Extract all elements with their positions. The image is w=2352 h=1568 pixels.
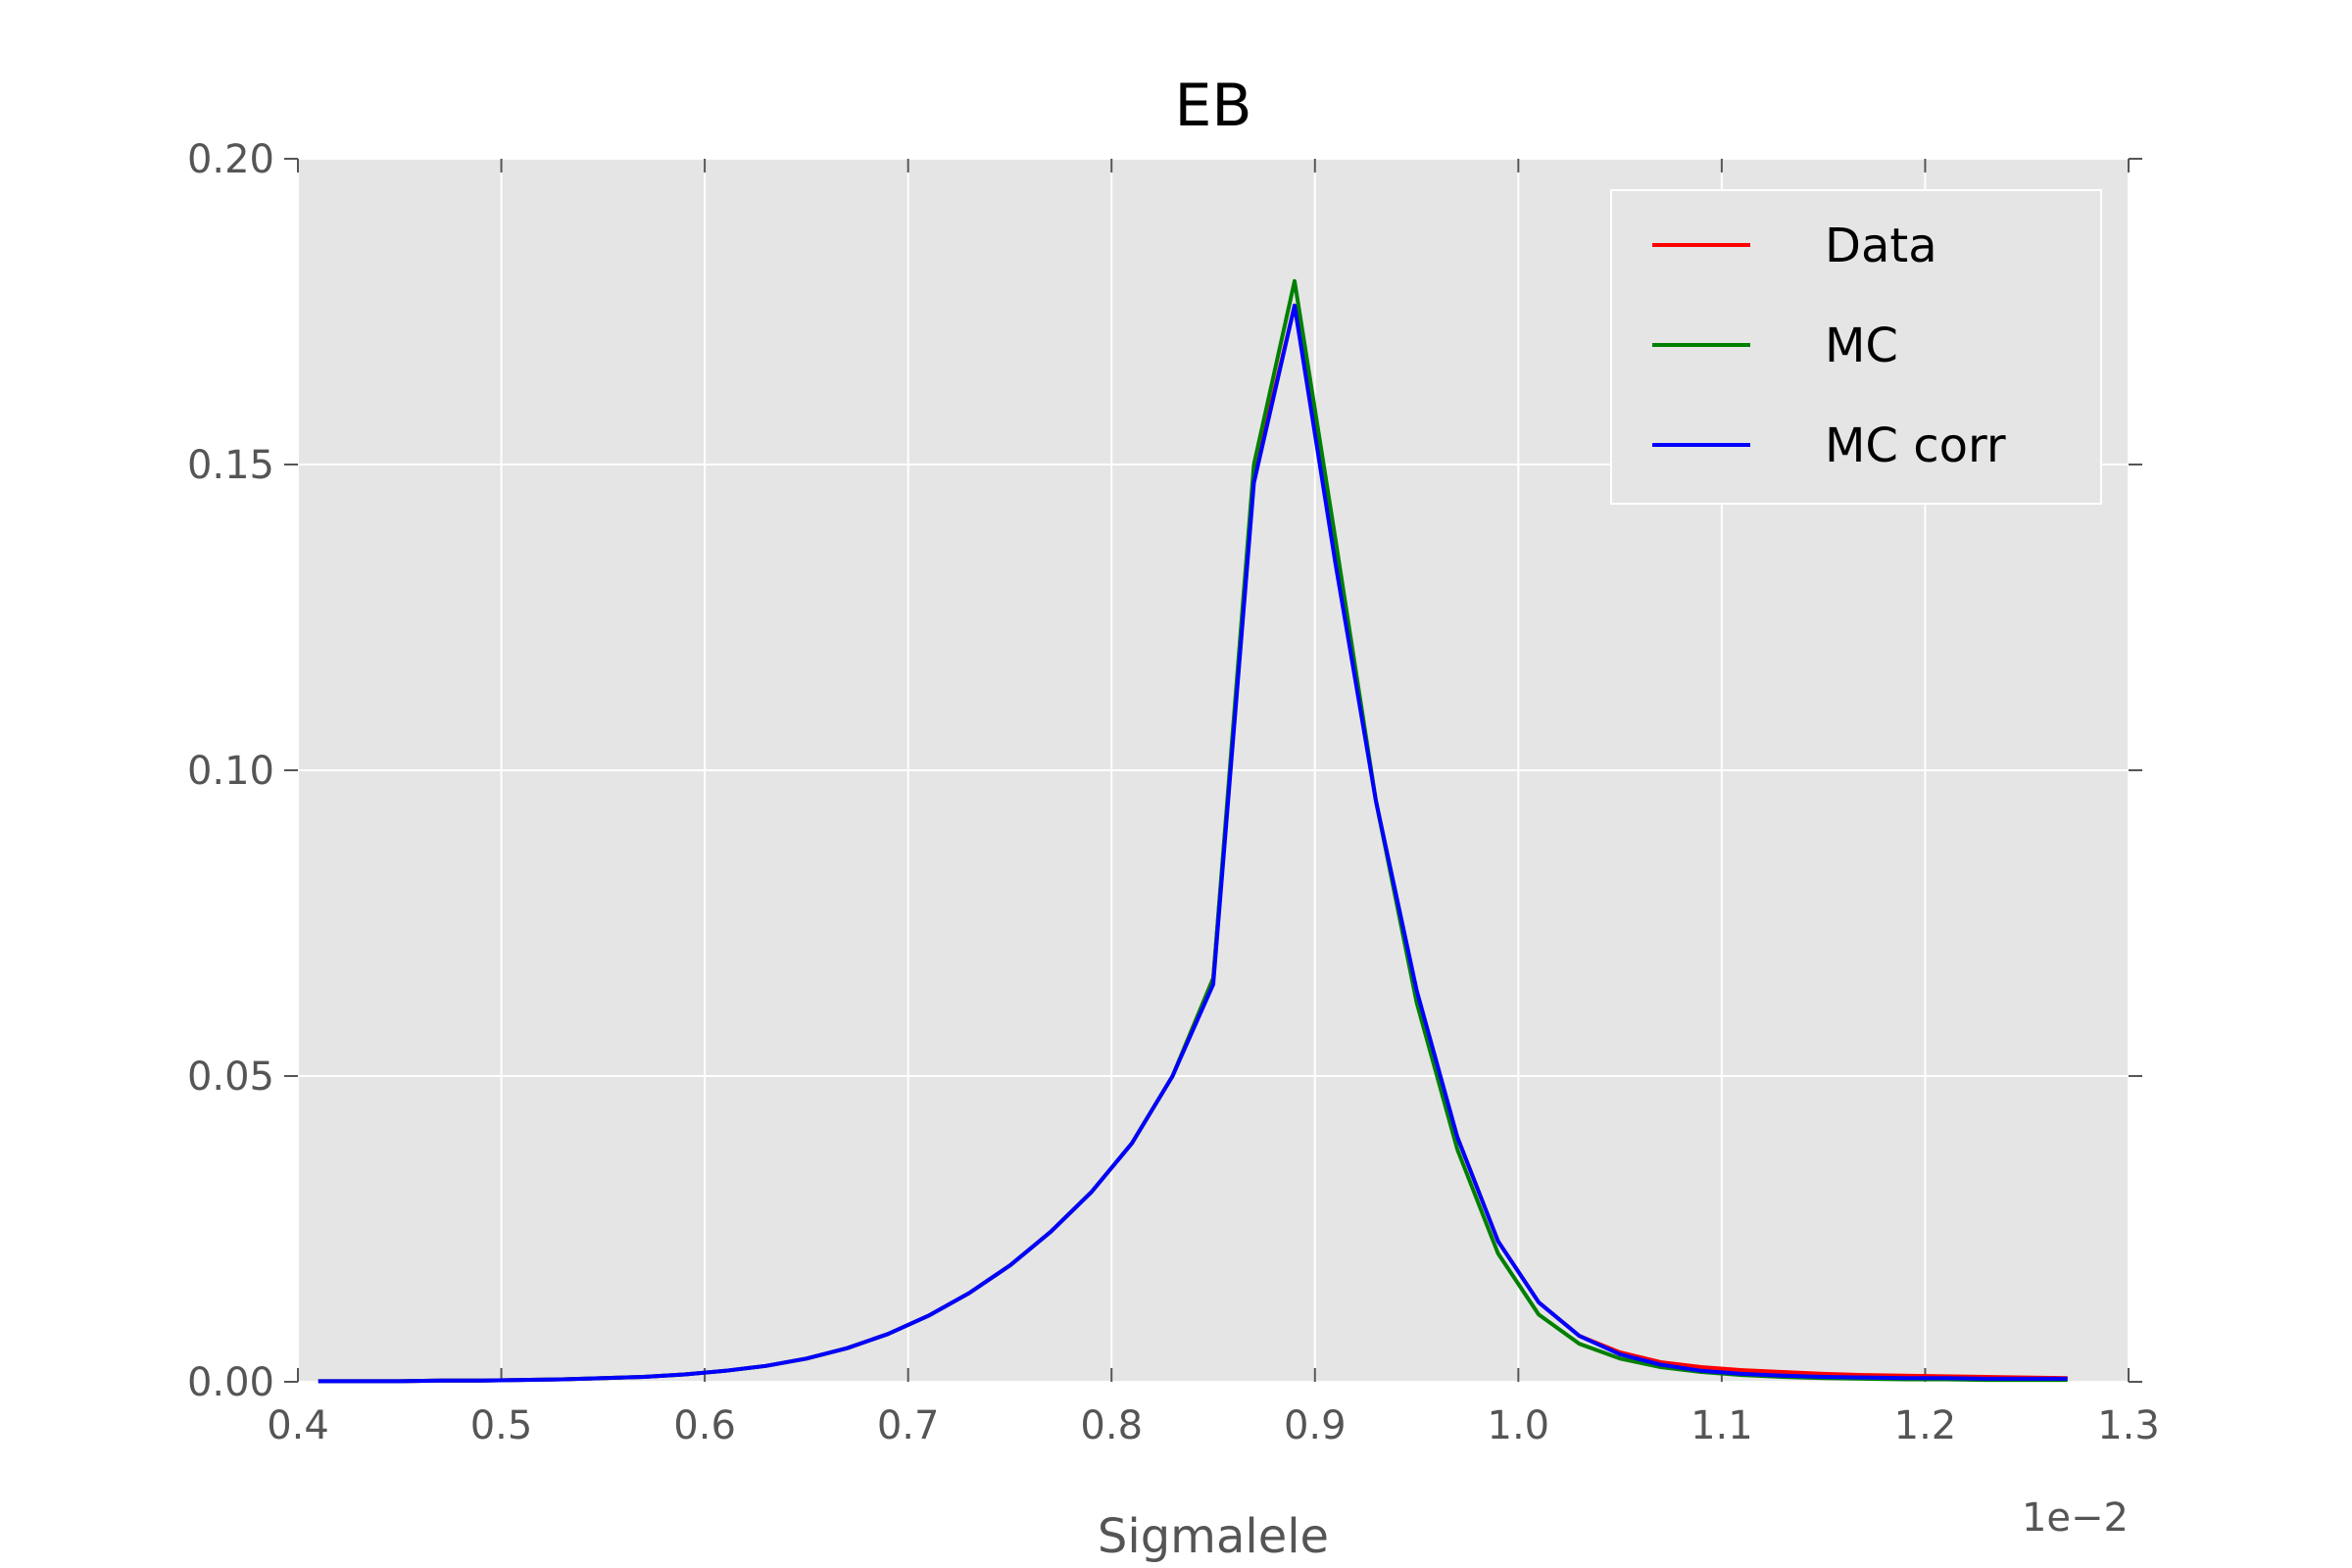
series-layer (318, 278, 2068, 1384)
y-tick-label: 0.20 (187, 137, 274, 182)
y-tick-label: 0.05 (187, 1054, 274, 1100)
x-tick-label: 1.1 (1690, 1403, 1753, 1448)
x-tick-label: 1.2 (1894, 1403, 1957, 1448)
legend-items: Data MC MC corr (1652, 219, 2006, 473)
legend-label-data: Data (1825, 219, 1937, 273)
x-tick-label: 0.5 (470, 1403, 533, 1448)
x-tick-label: 0.9 (1284, 1403, 1347, 1448)
chart-title: EB (1174, 72, 1251, 140)
y-tick-label: 0.15 (187, 443, 274, 488)
series-line-mc-corr (318, 303, 2068, 1384)
x-tick-labels: 0.4 0.5 0.6 0.7 0.8 0.9 1.0 1.1 1.2 1.3 (267, 1403, 2160, 1448)
legend-label-mc-corr: MC corr (1825, 418, 2006, 473)
x-tick-label: 1.0 (1488, 1403, 1550, 1448)
legend: Data MC MC corr (1610, 189, 2102, 505)
y-tick-labels: 0.00 0.05 0.10 0.15 0.20 (187, 137, 274, 1405)
x-axis-label: Sigmalele (1098, 1509, 1329, 1564)
x-tick-label: 1.3 (2097, 1403, 2160, 1448)
x-tick-label: 0.8 (1080, 1403, 1143, 1448)
x-tick-label: 0.7 (877, 1403, 940, 1448)
tick-marks (284, 158, 2142, 1383)
legend-label-mc: MC (1825, 318, 1898, 373)
x-tick-label: 0.4 (267, 1403, 329, 1448)
y-tick-label: 0.10 (187, 749, 274, 794)
y-tick-label: 0.00 (187, 1360, 274, 1405)
x-axis-offset-label: 1e−2 (2022, 1495, 2129, 1541)
x-tick-label: 0.6 (673, 1403, 736, 1448)
